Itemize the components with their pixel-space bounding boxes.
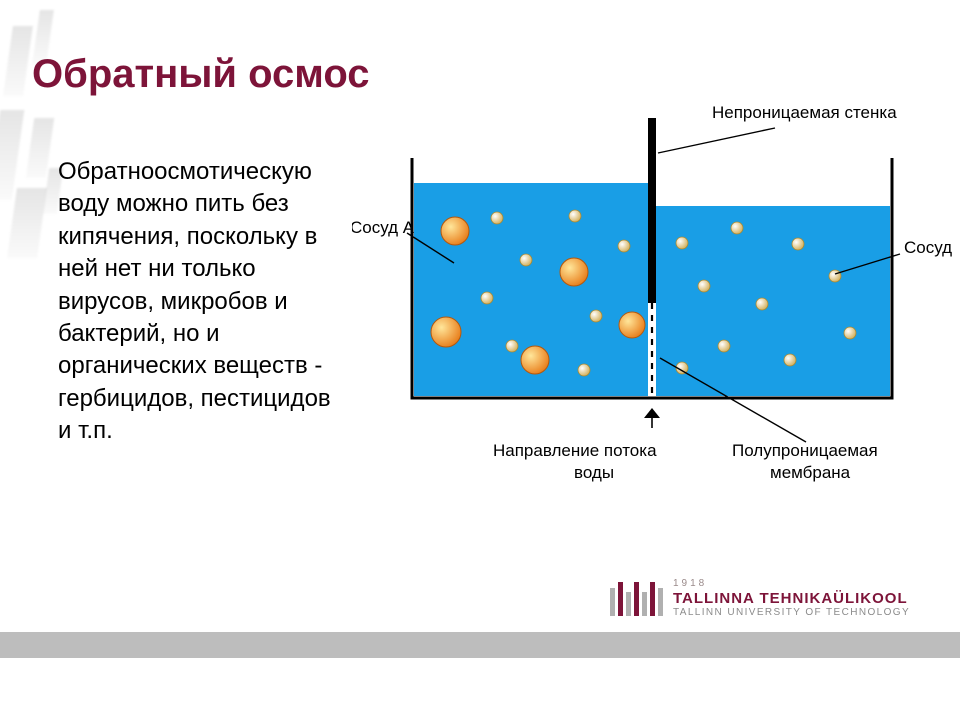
logo-year: 1918 — [673, 578, 910, 589]
svg-text:Непроницаемая стенка: Непроницаемая стенка — [712, 103, 897, 122]
bg-accent — [0, 110, 24, 200]
svg-text:Сосуд B: Сосуд B — [904, 238, 952, 257]
svg-text:Полупроницаемая: Полупроницаемая — [732, 441, 878, 460]
slide-body-text: Обратноосмотическую воду можно пить без … — [58, 156, 348, 448]
bg-accent — [7, 188, 47, 258]
logo-bars-icon — [610, 580, 663, 616]
svg-text:мембрана: мембрана — [770, 463, 851, 482]
logo-sub-text: TALLINN UNIVERSITY OF TECHNOLOGY — [673, 607, 910, 618]
svg-text:Сосуд A: Сосуд A — [352, 218, 415, 237]
logo-main-text: TALLINNA TEHNIKAÜLIKOOL — [673, 591, 910, 608]
svg-text:Направление потока: Направление потока — [493, 441, 657, 460]
bg-accent — [3, 26, 33, 96]
osmosis-diagram: Непроницаемая стенка Сосуд A Сосуд B Направ… — [352, 88, 952, 488]
university-logo: 1918 TALLINNA TEHNIKAÜLIKOOL TALLINN UNI… — [610, 570, 940, 626]
slide-title: Обратный осмос — [32, 52, 369, 97]
footer-band — [0, 632, 960, 658]
svg-text:воды: воды — [574, 463, 614, 482]
